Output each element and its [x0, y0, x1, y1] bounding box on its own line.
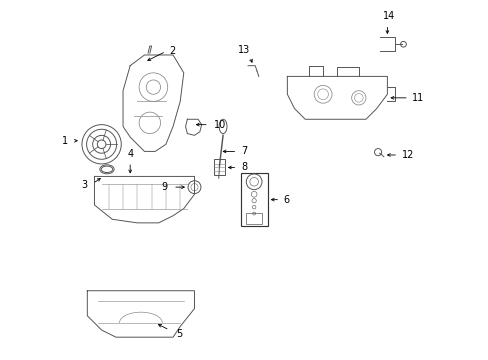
Text: 8: 8 [241, 162, 246, 172]
Text: 4: 4 [127, 149, 133, 158]
Text: 7: 7 [241, 147, 246, 157]
Bar [214, 158, 224, 175]
Bar [246, 213, 262, 224]
Text: 9: 9 [161, 182, 167, 192]
Text: 11: 11 [411, 93, 424, 103]
Text: 13: 13 [238, 45, 250, 55]
Text: 1: 1 [61, 136, 67, 146]
Text: 5: 5 [176, 329, 183, 339]
Text: 10: 10 [214, 120, 226, 130]
Text: 2: 2 [169, 46, 175, 57]
Text: 14: 14 [382, 11, 394, 21]
Text: 6: 6 [283, 195, 289, 204]
Text: 3: 3 [81, 180, 87, 190]
Text: 12: 12 [401, 150, 413, 160]
Bar [241, 173, 267, 226]
